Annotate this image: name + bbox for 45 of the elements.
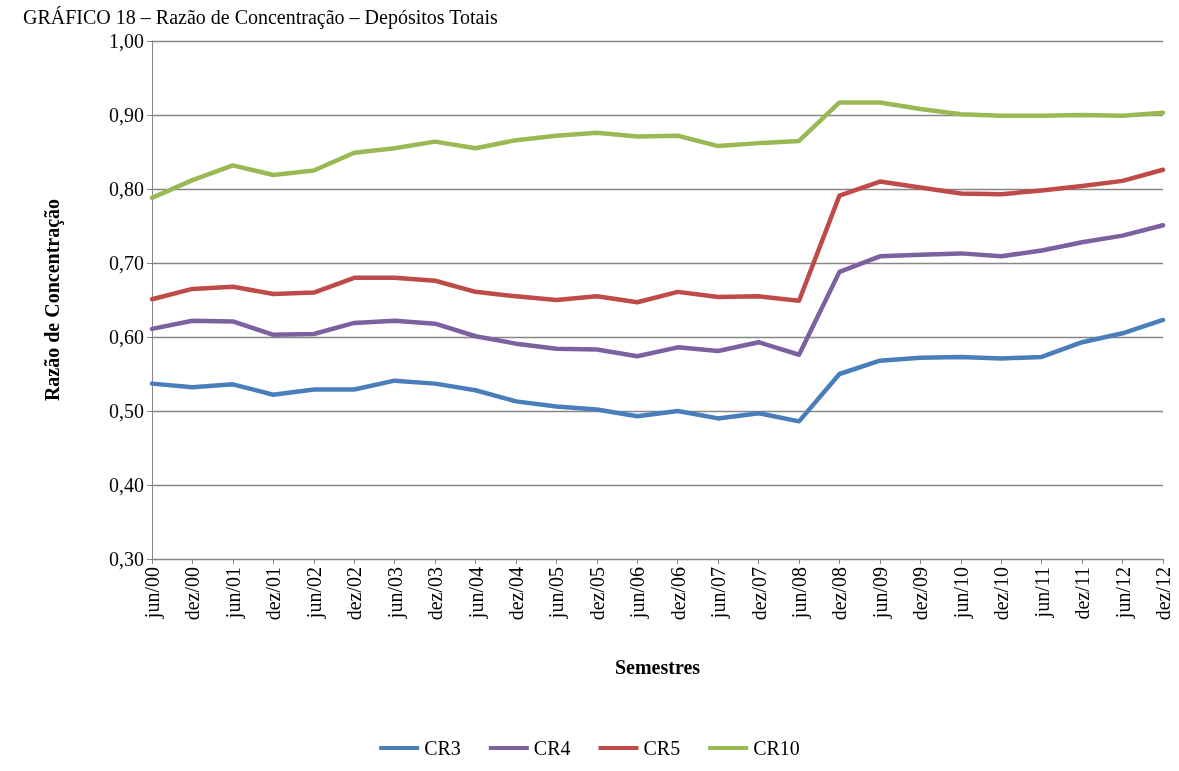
y-tick-label: 0,30 (109, 548, 144, 570)
x-tick-label: dez/00 (181, 567, 204, 621)
line-series (149, 100, 1166, 201)
y-tick-label: 0,90 (109, 104, 144, 126)
x-tick-label: dez/11 (1071, 567, 1094, 620)
y-tick-label: 0,60 (109, 326, 144, 348)
x-tick-label: dez/07 (747, 567, 770, 621)
y-tick-label: 0,40 (109, 474, 144, 496)
chart-title: GRÁFICO 18 – Razão de Concentração – Depósitos Totais (23, 6, 499, 29)
x-tick-label: jun/05 (545, 567, 569, 620)
x-tick-label: dez/03 (424, 567, 447, 621)
x-tick-label: jun/07 (707, 567, 731, 620)
x-tick-label: jun/01 (221, 567, 245, 620)
x-tick-label: dez/08 (828, 567, 851, 621)
x-tick-label: jun/09 (868, 567, 892, 620)
y-tick-label: 0,80 (109, 178, 144, 200)
y-axis-title: Razão de Concentração (41, 198, 64, 402)
y-tick-label: 0,50 (109, 400, 144, 422)
legend-label: CR3 (424, 737, 461, 759)
y-tick-label: 0,70 (109, 252, 144, 274)
x-tick-label: dez/12 (1152, 567, 1174, 621)
legend-label: CR5 (643, 737, 681, 759)
x-tick-label: dez/01 (262, 567, 285, 621)
line-series (149, 317, 1166, 424)
legend-label: CR10 (753, 737, 800, 759)
x-axis-title: Semestres (614, 656, 701, 678)
x-tick-label: dez/09 (909, 567, 932, 621)
x-tick-label: jun/00 (141, 567, 164, 620)
x-tick-label: jun/11 (1030, 567, 1054, 619)
line-series (149, 223, 1166, 359)
x-tick-label: dez/05 (585, 567, 608, 621)
x-tick-label: jun/06 (626, 567, 650, 620)
x-tick-label: dez/04 (504, 567, 527, 621)
x-tick-label: jun/10 (949, 567, 973, 620)
legend-label: CR4 (533, 737, 571, 759)
line-series (149, 167, 1166, 305)
x-tick-label: jun/12 (1111, 567, 1135, 620)
x-tick-label: jun/04 (464, 567, 488, 620)
y-tick-label: 1,00 (109, 30, 144, 52)
x-tick-label: jun/08 (788, 567, 812, 620)
x-tick-label: jun/03 (383, 567, 407, 620)
x-tick-label: dez/10 (990, 567, 1013, 621)
x-tick-label: jun/02 (302, 567, 326, 620)
x-tick-label: dez/06 (666, 567, 689, 621)
x-tick-label: dez/02 (343, 567, 366, 621)
